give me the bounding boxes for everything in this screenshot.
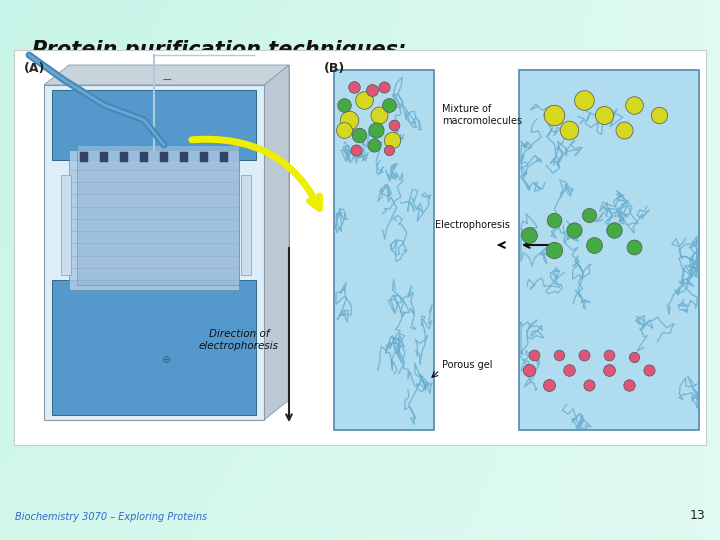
Point <box>548 111 559 119</box>
Bar <box>52 90 256 160</box>
Text: Electrophoresis: Electrophoresis <box>435 220 510 230</box>
Polygon shape <box>44 85 264 420</box>
Point <box>583 381 595 389</box>
Point <box>643 366 654 374</box>
Point <box>568 226 580 234</box>
Bar <box>241 175 251 275</box>
Polygon shape <box>44 65 289 85</box>
Bar <box>334 70 434 430</box>
FancyArrowPatch shape <box>192 139 320 208</box>
Point <box>523 366 535 374</box>
Point <box>553 350 564 359</box>
Point <box>383 100 395 109</box>
Text: Mixture of
macromolecules: Mixture of macromolecules <box>442 104 522 126</box>
Point <box>563 366 575 374</box>
Bar <box>14 50 706 445</box>
Point <box>388 120 400 129</box>
Point <box>583 211 595 219</box>
Text: (B): (B) <box>324 62 346 75</box>
Point <box>343 116 355 124</box>
Point <box>370 126 382 134</box>
Point <box>653 111 665 119</box>
Point <box>563 126 575 134</box>
Point <box>350 146 361 154</box>
Point <box>608 226 620 234</box>
Polygon shape <box>69 65 289 400</box>
Text: Direction of
electrophoresis: Direction of electrophoresis <box>199 329 279 351</box>
Point <box>348 83 360 91</box>
Bar <box>180 152 188 162</box>
Point <box>578 96 590 104</box>
Text: Biochemistry 3070 – Exploring Proteins: Biochemistry 3070 – Exploring Proteins <box>15 512 207 522</box>
Text: Protein purification techniques:: Protein purification techniques: <box>32 40 406 60</box>
Point <box>386 136 397 144</box>
Point <box>378 83 390 91</box>
Bar <box>69 150 239 290</box>
Point <box>338 126 350 134</box>
Point <box>578 350 590 359</box>
Point <box>588 241 600 249</box>
Text: (A): (A) <box>24 62 45 75</box>
Point <box>338 100 350 109</box>
Point <box>523 231 535 239</box>
Bar <box>160 152 168 162</box>
Bar <box>220 152 228 162</box>
Point <box>368 141 379 150</box>
Point <box>373 111 384 119</box>
Point <box>629 100 640 109</box>
Point <box>624 381 635 389</box>
Point <box>359 96 370 104</box>
Bar <box>52 280 256 415</box>
Text: ⊕: ⊕ <box>162 355 171 365</box>
Bar <box>77 145 239 285</box>
Text: 13: 13 <box>689 509 705 522</box>
Bar <box>120 152 128 162</box>
Point <box>548 215 559 224</box>
Bar <box>140 152 148 162</box>
Point <box>383 146 395 154</box>
Point <box>366 86 378 94</box>
Point <box>603 350 615 359</box>
Text: −: − <box>162 73 173 86</box>
Text: “Electrophoresis” of proteins:: “Electrophoresis” of proteins: <box>32 62 387 82</box>
Point <box>629 353 640 361</box>
Bar <box>519 70 699 430</box>
Point <box>544 381 555 389</box>
Bar <box>100 152 108 162</box>
Point <box>629 242 640 251</box>
Point <box>618 126 630 134</box>
Point <box>354 131 365 139</box>
Text: Porous gel: Porous gel <box>442 360 492 370</box>
Bar <box>80 152 88 162</box>
Bar <box>61 175 71 275</box>
Polygon shape <box>264 65 289 420</box>
Point <box>603 366 615 374</box>
Bar <box>200 152 208 162</box>
Point <box>598 111 610 119</box>
Point <box>528 350 540 359</box>
Point <box>548 246 559 254</box>
